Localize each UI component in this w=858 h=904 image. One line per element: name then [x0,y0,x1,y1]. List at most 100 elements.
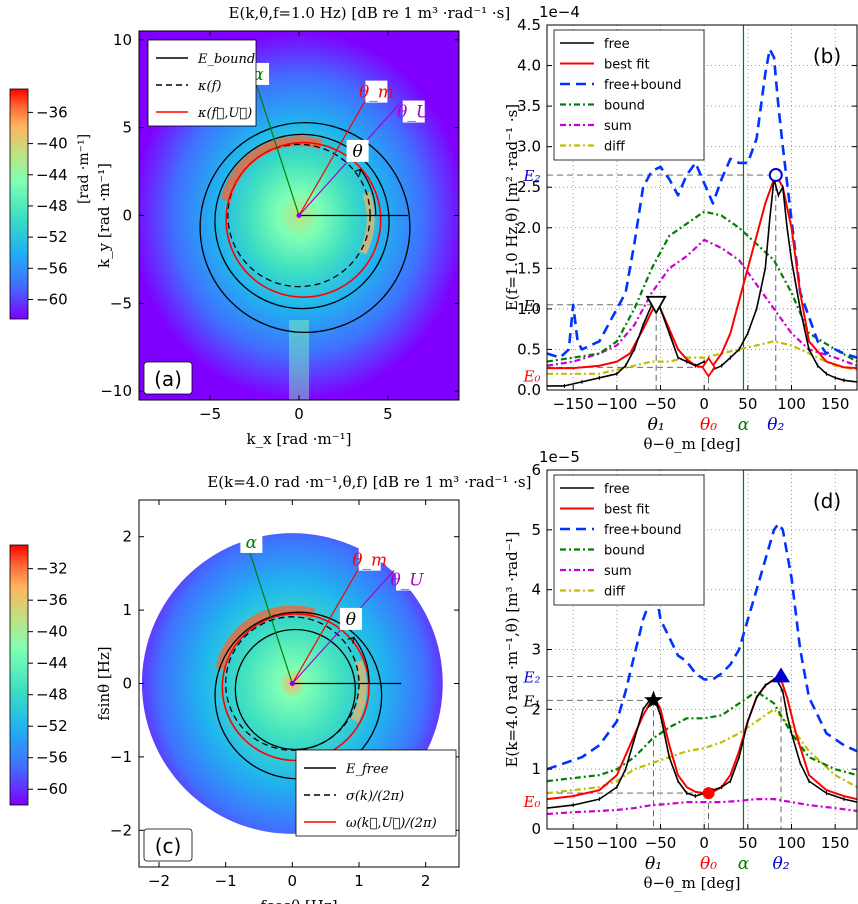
theta-m-label: θ_m [359,83,394,103]
legend-entry: κ(f) [197,79,221,94]
x-tick-label: 50 [738,395,757,413]
colorbar-tick-label: −44 [36,654,68,672]
series-free [547,678,857,809]
x-axis-label: θ−θ_m [deg] [644,435,741,453]
theta-m-label-box [358,548,381,571]
y-exponent-label: 1e−4 [539,3,580,21]
x-tick-label: 100 [777,395,806,413]
x-tick-label: 1 [354,872,364,890]
y-tick-label: 5 [122,119,132,137]
legend-entry: best fit [604,58,650,73]
series-diff [547,340,857,375]
legend-entry: free+bound [604,523,681,538]
colorbar-tick-label: −52 [36,717,68,735]
angle-label: α [738,854,750,874]
panel-label: (d) [813,489,841,513]
colorbar-label: [rad ·m⁻¹] [76,134,92,204]
theta-m-label-box [365,80,388,103]
x-tick-label: −100 [596,395,637,413]
spectral-peak-arc-2 [358,191,375,255]
level-label: E₁ [523,692,541,710]
panel-d: −150 −100 −50 0 50 100 150 0 1 2 3 4 5 61e−5 θ₁ θ₀ α θ₂ θ−… [503,448,858,892]
legend-entry: bound [604,544,645,559]
panel-b: −150 −100 −50 0 50 100 150 0.0 0.5 1.0 1.5 2.0 2.5 3.… [503,3,858,453]
legend-entry: free [604,37,630,52]
colorbar-tick-label: −44 [36,166,68,184]
y-tick-label: 6 [531,461,541,479]
colorbar-tick-label: −48 [36,197,68,215]
panel-title: E(k,θ,f=1.0 Hz) [dB re 1 m³ ·rad⁻¹ ·s] [229,4,511,22]
series-sum [547,238,857,367]
y-tick-label: 1.0 [517,300,541,318]
y-tick-label: 0.0 [517,381,541,399]
legend-entry: κ(f⃗,U⃗) [197,106,252,121]
x-tick-label: −2 [148,872,170,890]
y-tick-label: 3.0 [517,138,541,156]
panel-label: (c) [155,834,182,858]
series-diff [547,708,857,795]
y-axis-label: E(f=1.0 Hz,θ) [m² ·rad⁻¹ ·s] [503,104,521,311]
series-bound [547,690,857,783]
origin-dot [289,681,295,686]
y-tick-label: 5 [531,521,541,539]
y-exponent-label: 1e−5 [539,448,580,466]
series-bound [547,210,857,363]
x-tick-label: 5 [383,405,393,423]
colorbar [9,88,29,320]
spectral-tail [289,320,309,400]
colorbar-tick-label: −36 [36,103,68,121]
legend-entry: diff [604,140,626,155]
angle-label: θ₀ [700,854,717,874]
spectral-peak-arc [215,605,316,670]
x-tick-label: −150 [553,395,594,413]
legend: free best fit free+bound bound sum diff [553,474,705,606]
colorbar-tick-label: −40 [36,135,68,153]
level-label: E₂ [523,668,541,686]
theta-arrowhead [347,636,355,644]
y-tick-label: −1 [110,748,132,766]
y-tick-label: −10 [100,382,132,400]
panel-c: α θ_mθ_U θ −2 −1 0 1 2 −2 −1 0 1 2 E(k=4.0 rad ·m⁻¹,θ… [9,473,531,904]
x-tick-label: 150 [821,834,850,852]
y-tick-label: 4.0 [517,57,541,75]
angle-label: θ₁ [648,415,665,435]
theta1-marker [645,295,667,315]
x-tick-label: −100 [596,834,637,852]
level-label: E₀ [523,793,541,811]
y-tick-label: 0 [531,820,541,838]
free-curve-1 [199,121,411,334]
colorbar-tick-label: −56 [36,259,68,277]
y-tick-label: 2 [531,700,541,718]
x-tick-label: 0 [699,834,709,852]
y-tick-label: 1 [122,601,132,619]
alpha-label-box [240,530,263,553]
theta-u-label-box [396,568,419,591]
theta0-marker [701,356,716,378]
y-axis-label: k_y [rad ·m⁻¹] [95,163,113,268]
theta-u-label: θ_U [391,571,425,591]
theta-label: θ [346,610,356,630]
x-tick-label: 50 [738,834,757,852]
theta-arrowhead [354,168,362,176]
plot-frame [546,24,858,391]
x-tick-label: 0 [288,872,298,890]
y-tick-label: 3 [531,641,541,659]
level-guides [547,675,782,829]
y-tick-label: −2 [110,821,132,839]
legend-entry: sum [604,119,632,134]
legend-entry: sum [604,564,632,579]
angle-label: θ₀ [700,415,717,435]
theta-arc [359,169,377,216]
x-axis-label: θ−θ_m [deg] [644,874,741,892]
y-axis-label: fsinθ [Hz] [95,646,113,720]
angle-label: α [738,415,750,435]
x-tick-label: −50 [645,395,677,413]
colorbar-tick-label: −52 [36,228,68,246]
y-tick-label: 2.0 [517,219,541,237]
colorbar-tick-label: −56 [36,749,68,767]
legend-entry: best fit [604,503,650,518]
colorbar-tick-label: −40 [36,623,68,641]
y-tick-label: 4.5 [517,16,541,34]
series-best-fit [547,678,857,801]
